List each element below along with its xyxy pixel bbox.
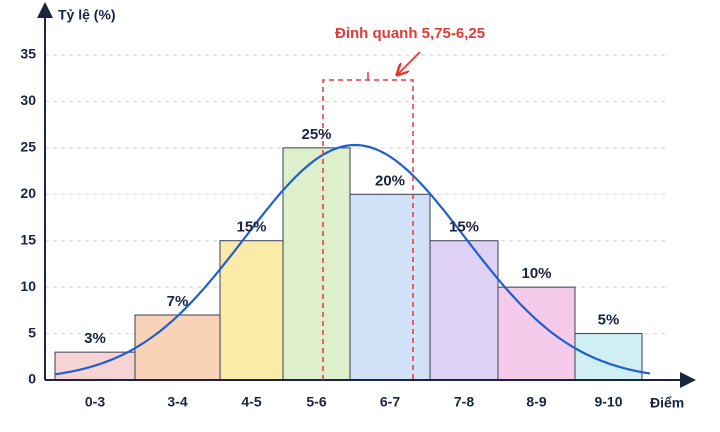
value-label: 7% bbox=[167, 293, 189, 310]
x-tick-label: 3-4 bbox=[167, 394, 187, 410]
value-label: 25% bbox=[301, 126, 331, 143]
bar bbox=[574, 333, 643, 381]
bar bbox=[134, 314, 221, 381]
x-tick-label: 6-7 bbox=[380, 394, 400, 410]
y-tick-label: 20 bbox=[20, 185, 36, 201]
value-label: 15% bbox=[449, 219, 479, 236]
y-tick-label: 10 bbox=[20, 278, 36, 294]
bar bbox=[282, 147, 351, 381]
bars bbox=[54, 147, 643, 381]
x-tick-label: 5-6 bbox=[306, 394, 326, 410]
bar bbox=[219, 240, 284, 381]
y-tick-label: 35 bbox=[20, 46, 36, 62]
annotation-arrow bbox=[398, 51, 421, 74]
value-label: 5% bbox=[598, 312, 620, 329]
peak-annotation: Đỉnh quanh 5,75-6,25 bbox=[322, 25, 485, 380]
y-tick-label: 30 bbox=[20, 92, 36, 108]
y-tick-label: 0 bbox=[28, 371, 36, 387]
bar bbox=[497, 286, 576, 381]
value-label: 15% bbox=[236, 219, 266, 236]
value-label: 20% bbox=[375, 172, 405, 189]
x-tick-label: 8-9 bbox=[526, 394, 546, 410]
value-label: 10% bbox=[521, 265, 551, 282]
y-tick-label: 25 bbox=[20, 139, 36, 155]
x-axis-label: Điểm bbox=[650, 395, 684, 411]
bar bbox=[429, 240, 499, 381]
value-label: 3% bbox=[84, 330, 106, 347]
fitted-curve bbox=[54, 143, 651, 376]
annotation-text: Đỉnh quanh 5,75-6,25 bbox=[335, 25, 485, 42]
x-tick-label: 0-3 bbox=[85, 394, 105, 410]
bar bbox=[349, 193, 431, 381]
x-tick-label: 4-5 bbox=[241, 394, 261, 410]
y-tick-label: 15 bbox=[20, 231, 36, 247]
x-tick-label: 9-10 bbox=[594, 394, 622, 410]
y-tick-label: 5 bbox=[28, 324, 36, 340]
x-tick-label: 7-8 bbox=[454, 394, 474, 410]
y-axis-label: Tỷ lệ (%) bbox=[58, 7, 116, 23]
